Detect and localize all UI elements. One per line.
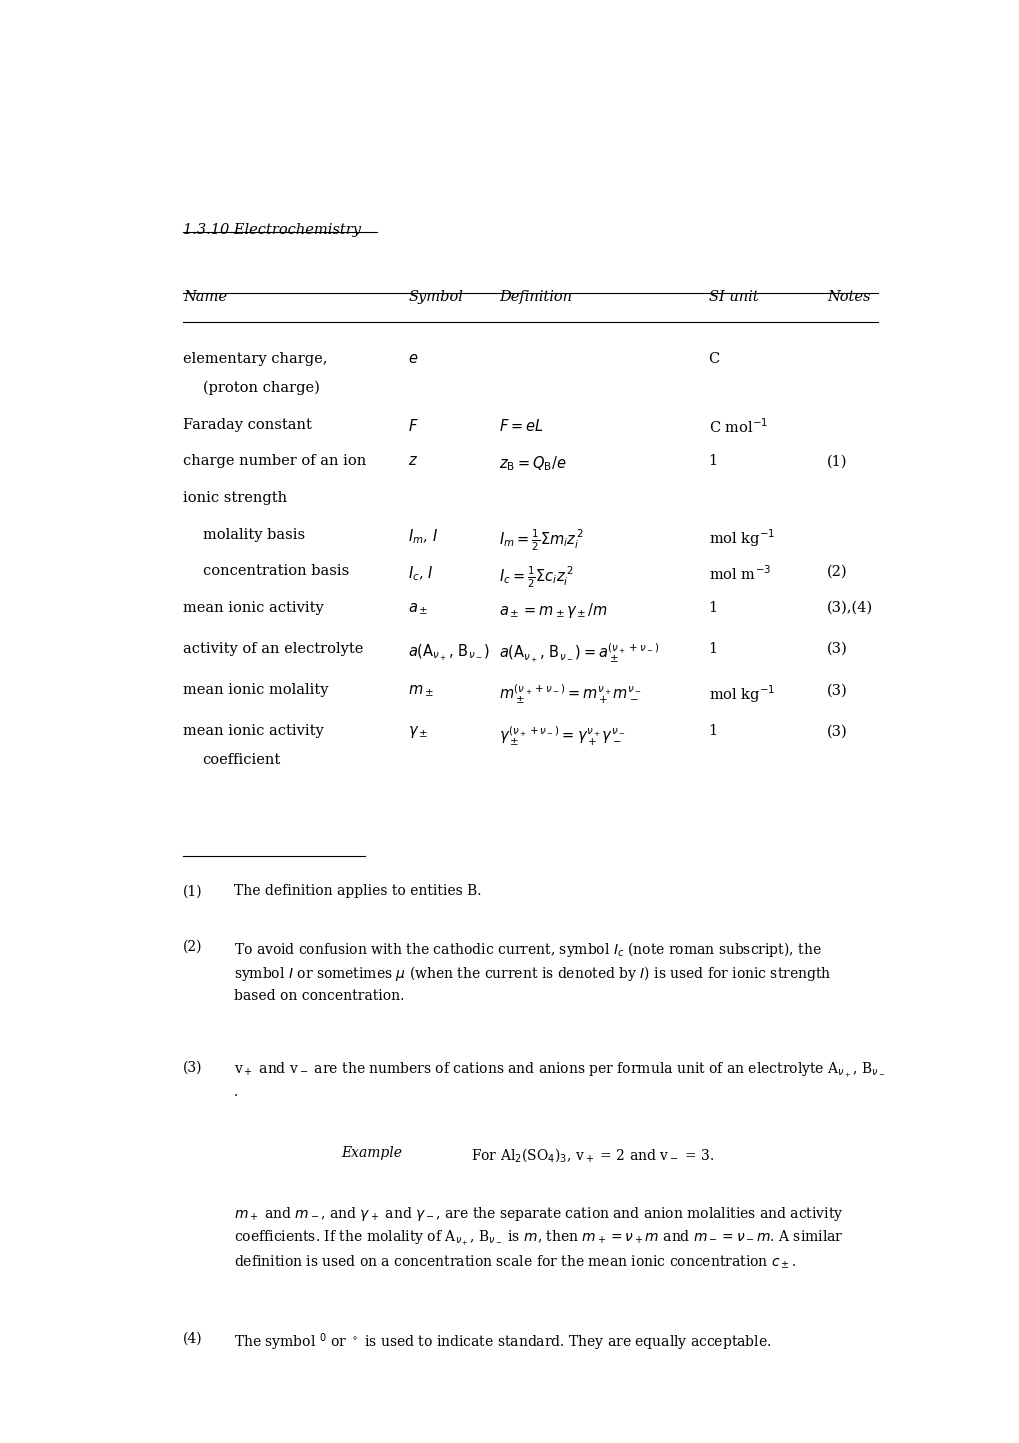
- Text: mol kg$^{-1}$: mol kg$^{-1}$: [708, 528, 774, 550]
- Text: The definition applies to entities B.: The definition applies to entities B.: [234, 885, 481, 899]
- Text: coefficient: coefficient: [203, 753, 280, 768]
- Text: $a_\pm$: $a_\pm$: [408, 600, 428, 616]
- Text: mean ionic activity: mean ionic activity: [182, 600, 323, 615]
- Text: (proton charge): (proton charge): [203, 381, 319, 395]
- Text: To avoid confusion with the cathodic current, symbol $I_c$ (note roman subscript: To avoid confusion with the cathodic cur…: [234, 939, 821, 958]
- Text: (3): (3): [182, 1061, 202, 1075]
- Text: The symbol $^0$ or $^\circ$ is used to indicate standard. They are equally accep: The symbol $^0$ or $^\circ$ is used to i…: [234, 1332, 771, 1354]
- Text: $z$: $z$: [408, 455, 418, 469]
- Text: .: .: [234, 1085, 238, 1100]
- Text: definition is used on a concentration scale for the mean ionic concentration $c_: definition is used on a concentration sc…: [234, 1254, 796, 1271]
- Text: $a(\mathrm{A}_{\nu_+},\,\mathrm{B}_{\nu_-}) = a_\pm^{(\nu_++\nu_-)}$: $a(\mathrm{A}_{\nu_+},\,\mathrm{B}_{\nu_…: [498, 642, 658, 665]
- Text: symbol $I$ or sometimes $\mu$ (when the current is denoted by $I$) is used for i: symbol $I$ or sometimes $\mu$ (when the …: [234, 964, 830, 983]
- Text: mean ionic molality: mean ionic molality: [182, 683, 328, 697]
- Text: (1): (1): [182, 885, 202, 899]
- Text: C mol$^{-1}$: C mol$^{-1}$: [708, 417, 767, 436]
- Text: C: C: [708, 352, 719, 367]
- Text: activity of an electrolyte: activity of an electrolyte: [182, 642, 363, 657]
- Text: Faraday constant: Faraday constant: [182, 417, 312, 431]
- Text: $\gamma_\pm^{(\nu_++\nu_-)} = \gamma_+^{\nu_+}\gamma_-^{\nu_-}$: $\gamma_\pm^{(\nu_++\nu_-)} = \gamma_+^{…: [498, 724, 625, 747]
- Text: $m_\pm$: $m_\pm$: [408, 683, 433, 698]
- Text: (2): (2): [826, 564, 847, 579]
- Text: 1: 1: [708, 642, 717, 657]
- Text: $e$: $e$: [408, 352, 418, 367]
- Text: (4): (4): [182, 1332, 202, 1345]
- Text: $F = eL$: $F = eL$: [498, 417, 543, 433]
- Text: elementary charge,: elementary charge,: [182, 352, 327, 367]
- Text: $F$: $F$: [408, 417, 418, 433]
- Text: (3): (3): [826, 683, 847, 697]
- Text: $m_+$ and $m_-$, and $\gamma_+$ and $\gamma_-$, are the separate cation and anio: $m_+$ and $m_-$, and $\gamma_+$ and $\ga…: [234, 1205, 843, 1222]
- Text: Name: Name: [182, 290, 226, 304]
- Text: 1: 1: [708, 600, 717, 615]
- Text: $I_m = \frac{1}{2}\Sigma m_i z_i^{\,2}$: $I_m = \frac{1}{2}\Sigma m_i z_i^{\,2}$: [498, 528, 584, 553]
- Text: $\gamma_\pm$: $\gamma_\pm$: [408, 724, 428, 740]
- Text: $a(\mathrm{A}_{\nu_+},\, \mathrm{B}_{\nu_-})$: $a(\mathrm{A}_{\nu_+},\, \mathrm{B}_{\nu…: [408, 642, 489, 662]
- Text: $I_c$, $I$: $I_c$, $I$: [408, 564, 433, 583]
- Text: $I_m$, $I$: $I_m$, $I$: [408, 528, 437, 547]
- Text: molality basis: molality basis: [203, 528, 305, 541]
- Text: mol kg$^{-1}$: mol kg$^{-1}$: [708, 683, 774, 704]
- Text: $z_\mathrm{B} = Q_\mathrm{B}/e$: $z_\mathrm{B} = Q_\mathrm{B}/e$: [498, 455, 566, 473]
- Text: coefficients. If the molality of A$_{\nu_+}$, B$_{\nu_-}$ is $m$, then $m_+ = \n: coefficients. If the molality of A$_{\nu…: [234, 1229, 843, 1248]
- Text: Symbol: Symbol: [408, 290, 463, 304]
- Text: mol m$^{-3}$: mol m$^{-3}$: [708, 564, 770, 583]
- Text: $a_\pm = m_\pm\gamma_\pm/m$: $a_\pm = m_\pm\gamma_\pm/m$: [498, 600, 607, 620]
- Text: concentration basis: concentration basis: [203, 564, 348, 579]
- Text: Definition: Definition: [498, 290, 572, 304]
- Text: $m_\pm^{(\nu_++\nu_-)} = m_+^{\nu_+}m_-^{\nu_-}$: $m_\pm^{(\nu_++\nu_-)} = m_+^{\nu_+}m_-^…: [498, 683, 642, 707]
- Text: For Al$_2$(SO$_4$)$_3$, v$_+$ = 2 and v$_-$ = 3.: For Al$_2$(SO$_4$)$_3$, v$_+$ = 2 and v$…: [471, 1147, 714, 1165]
- Text: 1.3.10 Electrochemistry: 1.3.10 Electrochemistry: [182, 224, 361, 237]
- Text: (3),(4): (3),(4): [826, 600, 872, 615]
- Text: (3): (3): [826, 724, 847, 739]
- Text: SI unit: SI unit: [708, 290, 757, 304]
- Text: (2): (2): [182, 939, 202, 954]
- Text: $I_c = \frac{1}{2}\Sigma c_i z_i^{\,2}$: $I_c = \frac{1}{2}\Sigma c_i z_i^{\,2}$: [498, 564, 574, 590]
- Text: (3): (3): [826, 642, 847, 657]
- Text: based on concentration.: based on concentration.: [234, 988, 405, 1003]
- Text: Notes: Notes: [826, 290, 870, 304]
- Text: ionic strength: ionic strength: [182, 491, 286, 505]
- Text: 1: 1: [708, 455, 717, 469]
- Text: Example: Example: [340, 1147, 401, 1160]
- Text: 1: 1: [708, 724, 717, 739]
- Text: (1): (1): [826, 455, 847, 469]
- Text: mean ionic activity: mean ionic activity: [182, 724, 323, 739]
- Text: charge number of an ion: charge number of an ion: [182, 455, 366, 469]
- Text: v$_+$ and v$_-$ are the numbers of cations and anions per formula unit of an ele: v$_+$ and v$_-$ are the numbers of catio…: [234, 1061, 884, 1079]
